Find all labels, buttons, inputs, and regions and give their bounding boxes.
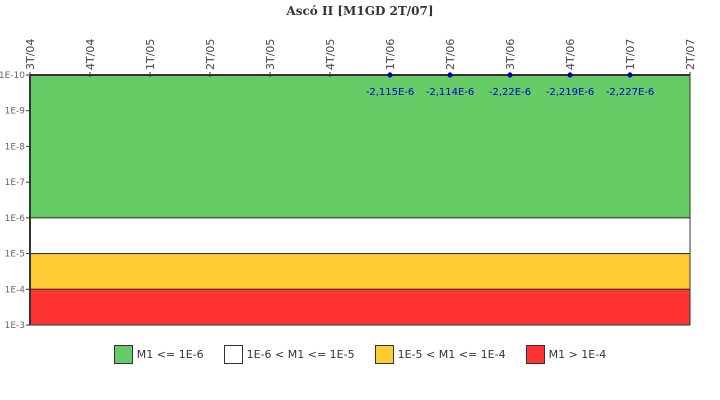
legend-item-green: M1 <= 1E-6 [113,345,204,364]
x-tick-label: 3T/04 [24,39,37,70]
y-tick-label: 1E-9 [5,107,26,117]
chart-title: Ascó II [M1GD 2T/07] [286,4,434,18]
y-tick-label: 1E-8 [5,142,26,152]
data-label: -2,227E-6 [606,87,655,98]
x-tick-label: 3T/06 [504,39,517,70]
data-point [567,72,573,78]
x-tick-label: 3T/05 [264,39,277,70]
x-tick-label: 4T/04 [84,39,97,70]
y-tick-label: 1E-4 [5,285,26,295]
legend-label: 1E-5 < M1 <= 1E-4 [397,348,506,361]
y-tick-label: 1E-6 [5,214,26,224]
x-tick-label: 1T/06 [384,39,397,70]
legend-item-yellow: 1E-5 < M1 <= 1E-4 [374,345,506,364]
y-tick-label: 1E-5 [5,250,25,260]
x-tick-label: 1T/05 [144,39,157,70]
data-label: -2,114E-6 [426,87,475,98]
legend-swatch-yellow [374,345,394,364]
y-tick-label: 1E-3 [5,321,25,331]
data-point [627,72,633,78]
x-tick-label: 2T/06 [444,39,457,70]
data-label: -2,22E-6 [489,87,531,98]
x-tick-label: 2T/07 [684,39,697,70]
legend-label: M1 > 1E-4 [548,348,607,361]
y-tick-label: 1E-10 [0,71,25,81]
data-label: -2,219E-6 [546,87,595,98]
legend-label: M1 <= 1E-6 [136,348,204,361]
data-point [387,72,393,78]
band [29,217,691,255]
data-label: -2,115E-6 [366,87,415,98]
chart-plot: 3T/04 4T/04 1T/05 2T/05 3T/05 4T/05 1T/06 2T/06… [0,39,697,331]
x-tick-label: 4T/05 [324,39,337,70]
data-point [507,72,513,78]
legend-label: 1E-6 < M1 <= 1E-5 [246,348,355,361]
band [29,253,691,290]
legend-item-white: 1E-6 < M1 <= 1E-5 [223,345,355,364]
x-tick-label: 4T/06 [564,39,577,70]
legend-swatch-white [223,345,243,364]
y-tick-label: 1E-7 [5,178,25,188]
data-point [447,72,453,78]
x-tick-label: 2T/05 [204,39,217,70]
chart-legend: M1 <= 1E-6 1E-6 < M1 <= 1E-5 1E-5 < M1 <… [0,345,720,364]
band [29,288,691,326]
legend-swatch-red [525,345,545,364]
legend-swatch-green [113,345,133,364]
x-tick-label: 1T/07 [624,39,637,70]
legend-item-red: M1 > 1E-4 [525,345,607,364]
